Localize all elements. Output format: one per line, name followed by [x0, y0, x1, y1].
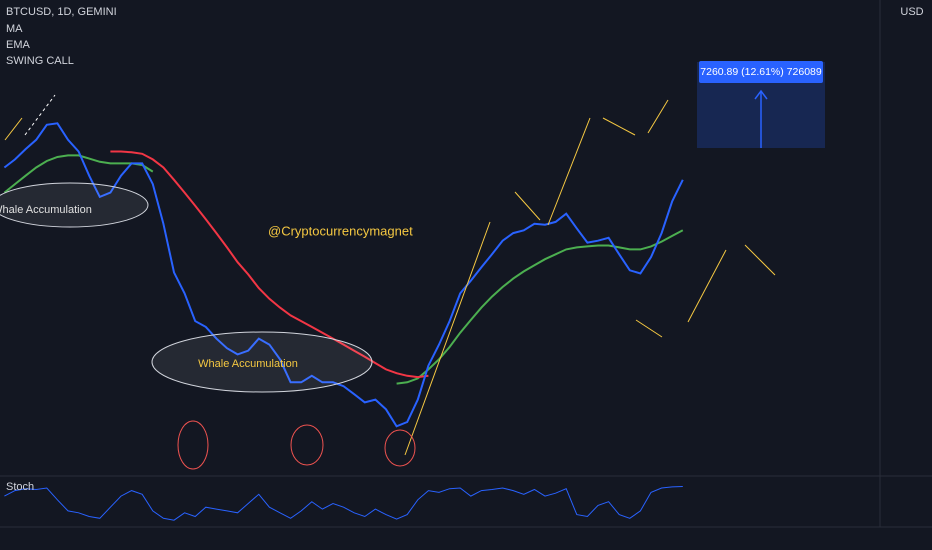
- indicator-lines: [3, 122, 684, 428]
- measure-arrowhead: [754, 89, 768, 100]
- stoch-title: Stoch: [6, 481, 34, 493]
- indicator-line: [4, 486, 683, 521]
- accumulation-ellipse: [151, 331, 373, 393]
- indicator-label: SWING CALL: [6, 55, 74, 67]
- indicator-line: [110, 150, 429, 379]
- indicator-line: [3, 154, 684, 385]
- chart-title: BTCUSD, 1D, GEMINI: [6, 6, 117, 18]
- indicator-label: MA: [6, 23, 23, 35]
- circles: [177, 420, 416, 470]
- measure-label: 7260.89 (12.61%) 726089: [700, 66, 822, 78]
- stoch-pane: [4, 486, 683, 521]
- arrows: [4, 94, 776, 456]
- indicator-line: [3, 122, 684, 428]
- annotation: Whale Accumulation: [198, 358, 298, 370]
- annotation: @Cryptocurrencymagnet: [268, 223, 413, 238]
- currency: USD: [900, 6, 923, 18]
- accumulation-ellipse: [0, 182, 149, 228]
- indicator-label: EMA: [6, 39, 31, 51]
- measure-label-box: [699, 61, 823, 83]
- annotation: Whale Accumulation: [0, 204, 92, 216]
